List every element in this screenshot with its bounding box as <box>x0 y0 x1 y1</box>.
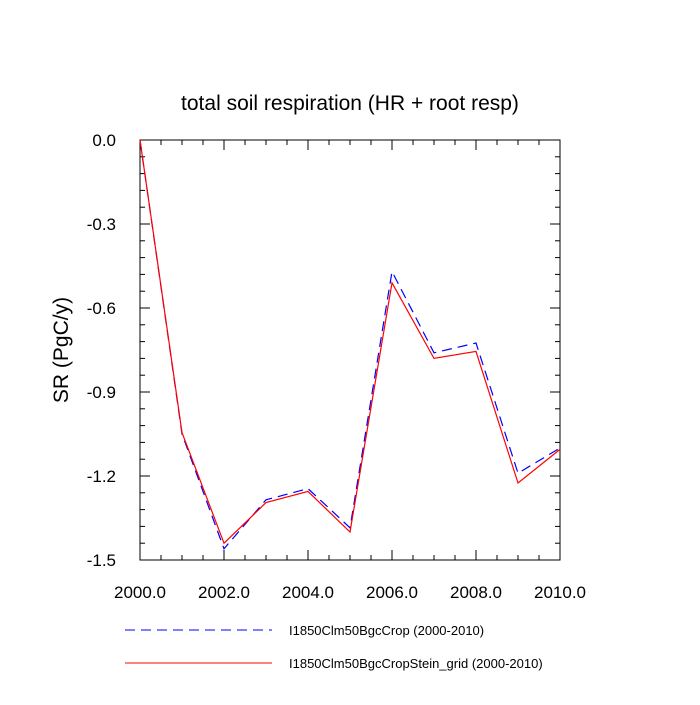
x-tick-label: 2004.0 <box>282 583 334 602</box>
x-tick-label: 2000.0 <box>114 583 166 602</box>
y-tick-label: 0.0 <box>92 131 116 150</box>
chart-title: total soil respiration (HR + root resp) <box>181 92 519 115</box>
y-tick-label: -0.6 <box>87 299 116 318</box>
series-group <box>139 139 561 550</box>
series-line-2 <box>139 139 561 545</box>
legend: I1850Clm50BgcCrop (2000-2010) I1850Clm50B… <box>125 623 543 671</box>
x-tick-label: 2008.0 <box>450 583 502 602</box>
y-tick-label: -0.3 <box>87 215 116 234</box>
x-tick-label: 2006.0 <box>366 583 418 602</box>
x-tick-label: 2010.0 <box>534 583 586 602</box>
legend-label-1: I1850Clm50BgcCrop (2000-2010) <box>289 623 484 638</box>
x-tick-label: 2002.0 <box>198 583 250 602</box>
axis-ticks: 2000.0 2002.0 2004.0 2006.0 2008.0 2010.0 0.0 -… <box>87 131 586 602</box>
series-line-1 <box>139 139 561 550</box>
y-tick-label: -0.9 <box>87 383 116 402</box>
legend-label-2: I1850Clm50BgcCropStein_grid (2000-2010) <box>289 656 543 671</box>
plot-frame <box>139 139 561 561</box>
y-axis-label: SR (PgC/y) <box>50 297 73 403</box>
y-tick-label: -1.2 <box>87 467 116 486</box>
y-tick-label: -1.5 <box>87 551 116 570</box>
